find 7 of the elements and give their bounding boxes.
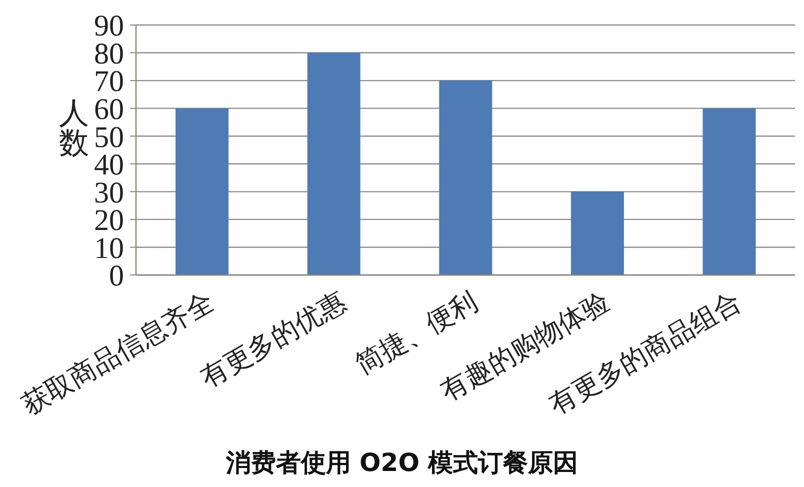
x-axis-title: 消费者使用 O2O 模式订餐原因 — [224, 448, 578, 477]
y-axis-title: 人数 — [59, 97, 89, 160]
bar — [176, 108, 229, 275]
bar — [439, 80, 492, 275]
bar — [702, 108, 756, 275]
bar — [307, 52, 360, 275]
bar — [570, 192, 624, 275]
